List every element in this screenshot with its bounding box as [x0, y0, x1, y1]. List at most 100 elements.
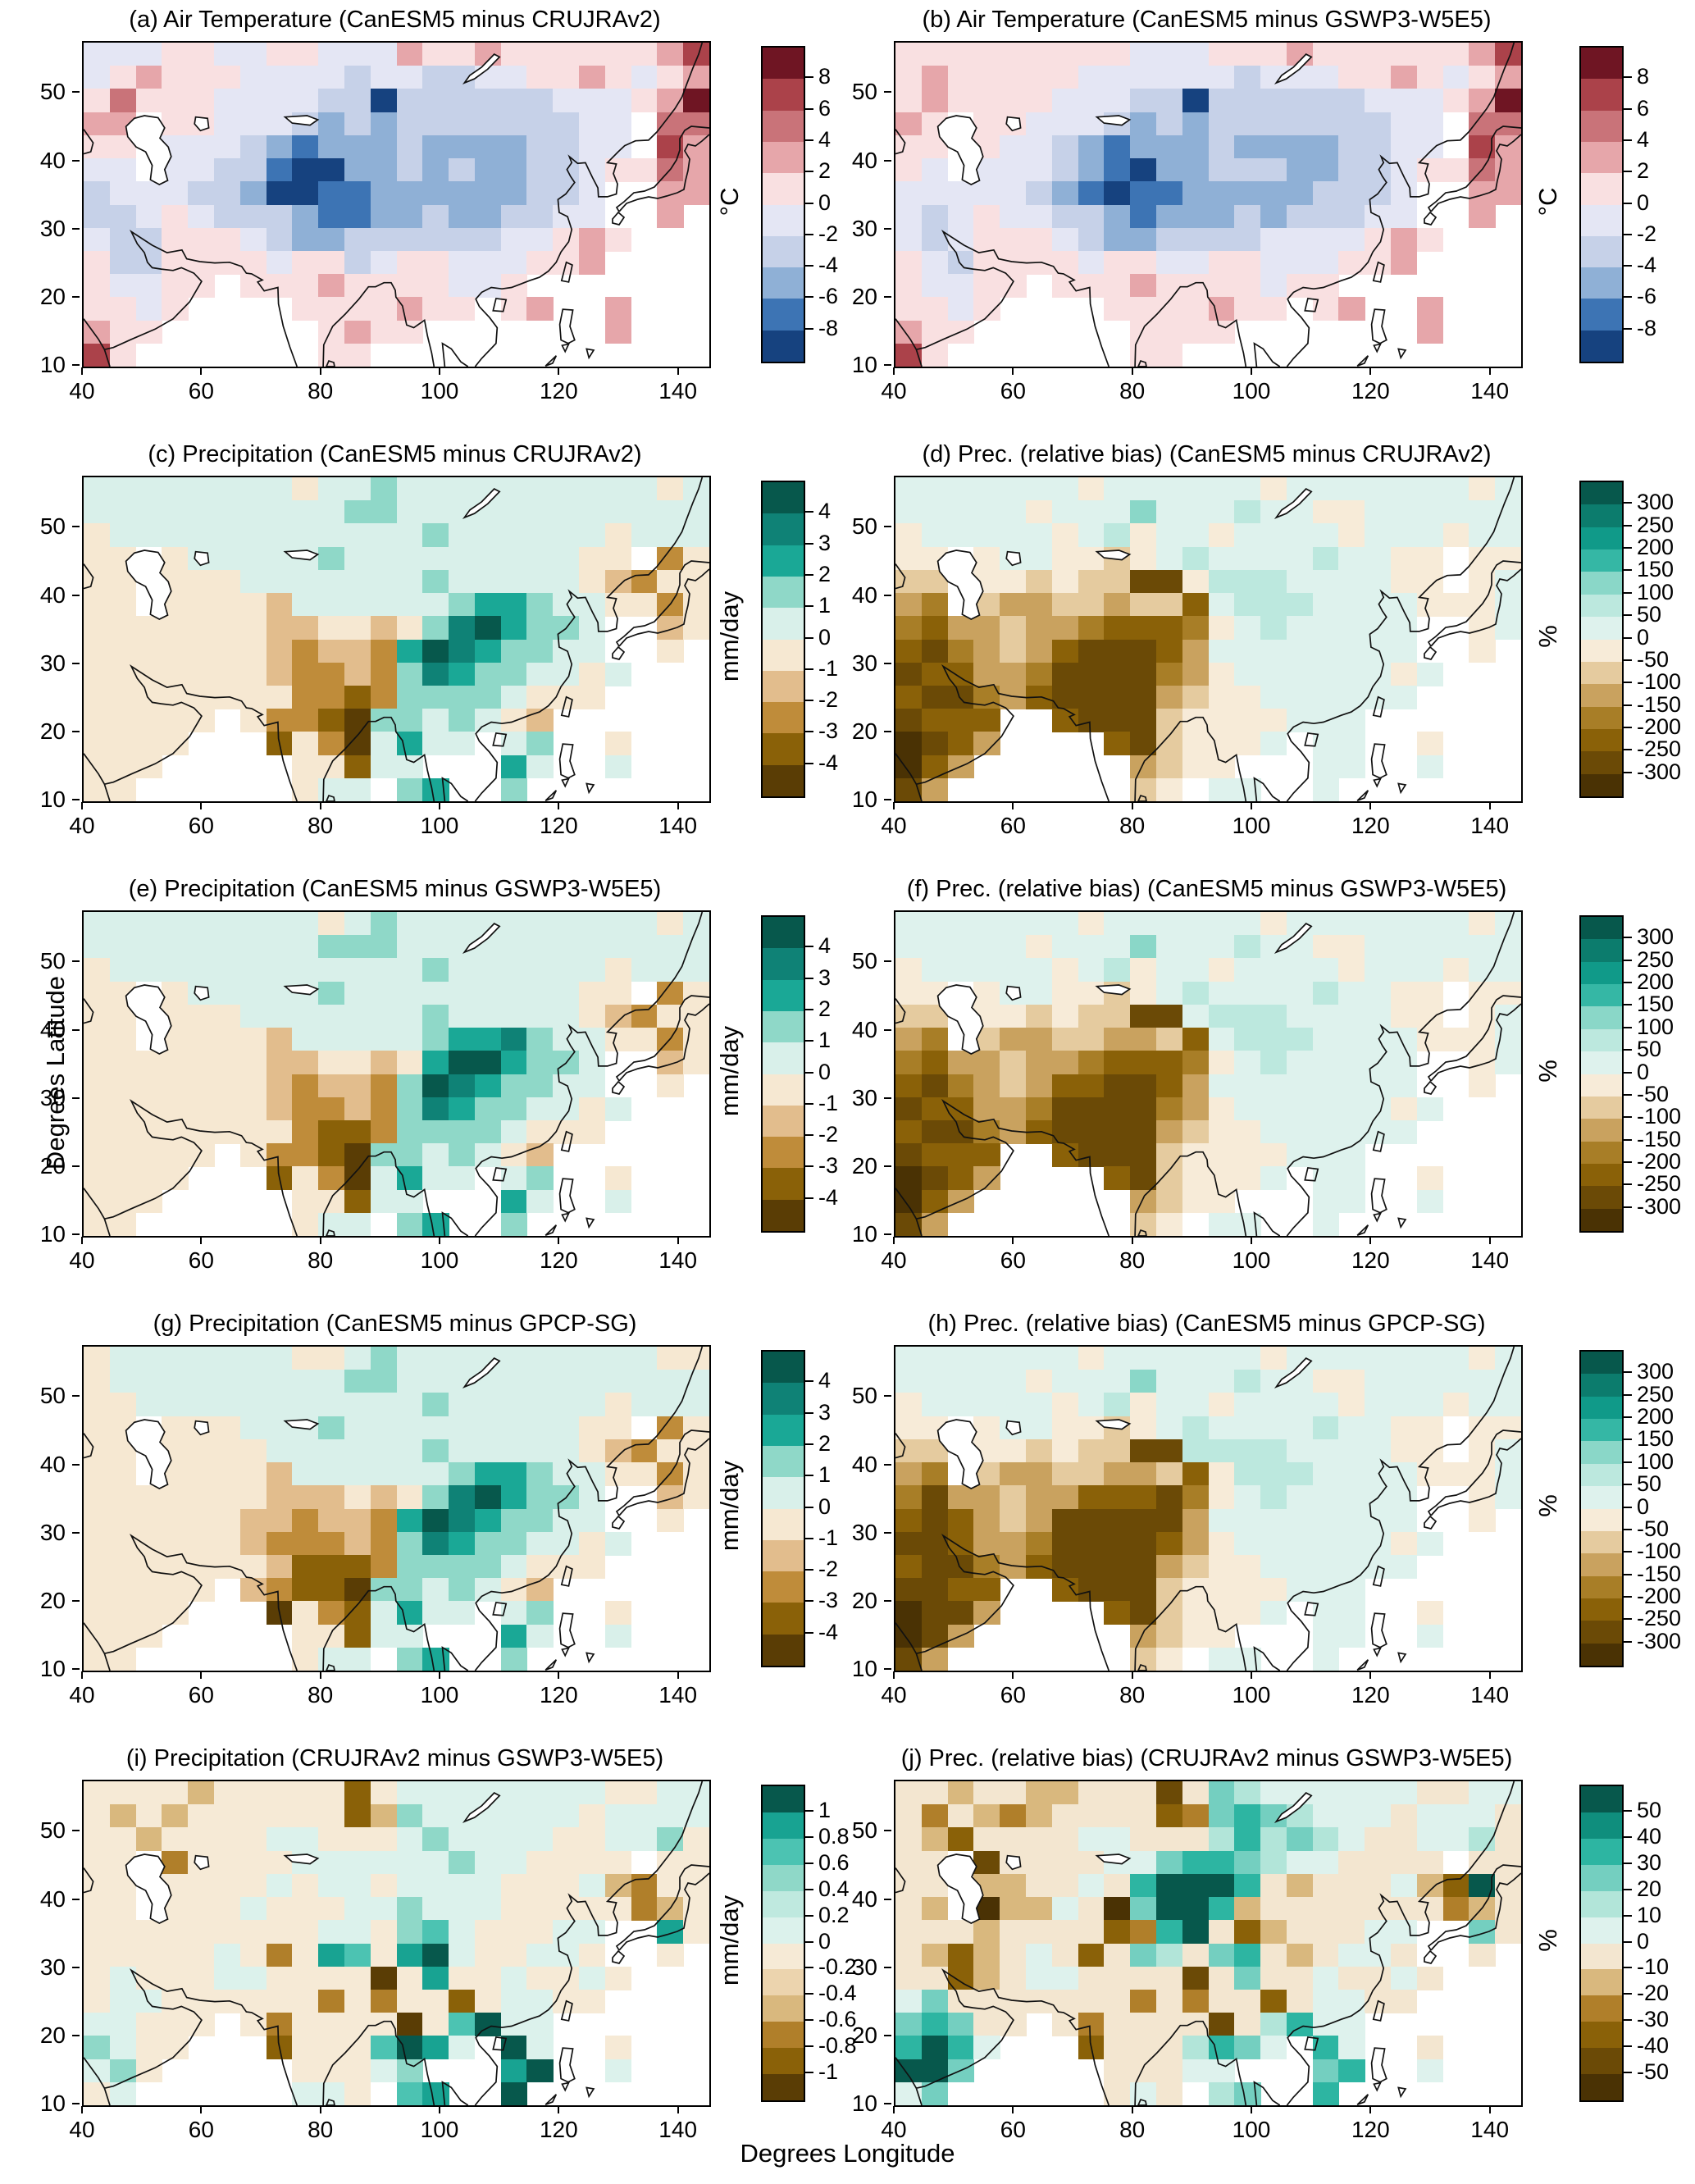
map-cell	[579, 135, 606, 159]
map-cell	[318, 1416, 345, 1440]
map-cell	[1365, 1827, 1392, 1852]
map-cell	[135, 89, 162, 113]
map-cell	[1104, 709, 1131, 732]
map-cell	[213, 477, 241, 501]
colorbar-tick	[1623, 1506, 1632, 1508]
map-cell	[1130, 912, 1157, 936]
map-cell	[162, 227, 189, 252]
map-cell	[396, 593, 423, 617]
map-cell	[553, 1074, 580, 1098]
map-cell	[1051, 1850, 1079, 1875]
x-tick-label: 80	[308, 2117, 334, 2142]
map-cell	[396, 685, 423, 709]
map-cell	[1234, 1347, 1261, 1370]
map-cell	[973, 112, 1000, 136]
map-cell	[1078, 250, 1105, 275]
map-cell	[188, 1827, 215, 1852]
map-cell	[1025, 1370, 1053, 1394]
map-cell	[921, 593, 949, 617]
map-cell	[422, 1416, 449, 1440]
map-cell	[1416, 755, 1444, 779]
map-cell	[396, 500, 423, 525]
colorbar-segment	[763, 1539, 804, 1572]
map-cell	[657, 1028, 684, 1051]
map-cell	[1391, 1028, 1418, 1051]
map-cell	[1338, 1554, 1365, 1579]
map-cell	[895, 1028, 923, 1051]
map-cell	[947, 1578, 974, 1602]
colorbar-segment	[1581, 728, 1622, 752]
map-cell	[135, 274, 162, 298]
map-cell	[1234, 1989, 1261, 2013]
map-cell	[1365, 1439, 1392, 1463]
map-cell	[631, 43, 658, 66]
colorbar-e	[761, 915, 805, 1233]
x-tick	[1488, 2106, 1491, 2113]
map-cell	[579, 616, 606, 641]
map-cell	[1104, 912, 1131, 936]
map-cell	[500, 1212, 528, 1236]
map-cell	[239, 112, 267, 136]
map-cell	[344, 43, 371, 66]
map-cell	[579, 477, 606, 501]
map-cell	[1312, 1554, 1340, 1579]
map-cell	[947, 1119, 974, 1144]
map-cell	[1365, 1370, 1392, 1394]
map-cell	[1025, 1462, 1053, 1486]
map-cell	[921, 732, 949, 756]
y-tick	[72, 1531, 80, 1534]
x-tick-label: 120	[1351, 1247, 1390, 1273]
map-cell	[422, 593, 449, 617]
map-cell	[1208, 2081, 1235, 2105]
map-cell	[1391, 912, 1418, 936]
map-cell	[84, 639, 111, 663]
map-cell	[921, 297, 949, 321]
map-cell	[84, 1347, 111, 1370]
map-cell	[422, 66, 449, 90]
map-cell	[1182, 1370, 1210, 1394]
map-cell	[474, 1531, 502, 1556]
colorbar-tick	[1623, 937, 1632, 939]
map-cell	[604, 662, 632, 686]
map-cell	[422, 274, 449, 298]
map-cell	[449, 1143, 476, 1167]
map-cell	[1000, 1462, 1027, 1486]
map-cell	[1338, 639, 1365, 663]
x-tick	[893, 1671, 895, 1679]
map-cell	[1312, 477, 1340, 501]
map-cell	[1078, 1393, 1105, 1417]
map-cell	[1234, 500, 1261, 525]
map-cell	[1104, 569, 1131, 594]
map-cell	[579, 981, 606, 1005]
colorbar-tick-label: 200	[1637, 535, 1674, 560]
map-cell	[474, 1439, 502, 1463]
map-cell	[1051, 1554, 1079, 1579]
map-cell	[1182, 112, 1210, 136]
map-cell	[526, 1850, 554, 1875]
map-cell	[1286, 523, 1314, 548]
map-cell	[500, 1439, 528, 1463]
map-cell	[474, 1578, 502, 1602]
y-tick-label: 30	[851, 1084, 877, 1110]
map-cell	[1078, 1462, 1105, 1486]
map-cell	[1182, 204, 1210, 229]
map-cell	[1051, 1781, 1079, 1805]
map-cell	[1130, 1370, 1157, 1394]
map-cell	[292, 1578, 319, 1602]
map-cell	[1416, 297, 1444, 321]
colorbar-tick	[1623, 1993, 1632, 1995]
map-cell	[318, 1531, 345, 1556]
map-cell	[370, 89, 398, 113]
colorbar-tick-label: 6	[1637, 95, 1650, 121]
x-tick	[558, 367, 560, 375]
colorbar-tick	[804, 1506, 813, 1508]
map-cell	[344, 958, 371, 983]
x-tick-label: 40	[881, 2117, 907, 2142]
y-tick	[884, 1463, 891, 1466]
y-tick-label: 10	[39, 352, 66, 377]
map-cell	[213, 112, 241, 136]
map-cell	[1312, 1166, 1340, 1191]
map-cell	[895, 912, 923, 936]
map-cell	[1312, 2013, 1340, 2036]
map-cell	[1208, 569, 1235, 594]
